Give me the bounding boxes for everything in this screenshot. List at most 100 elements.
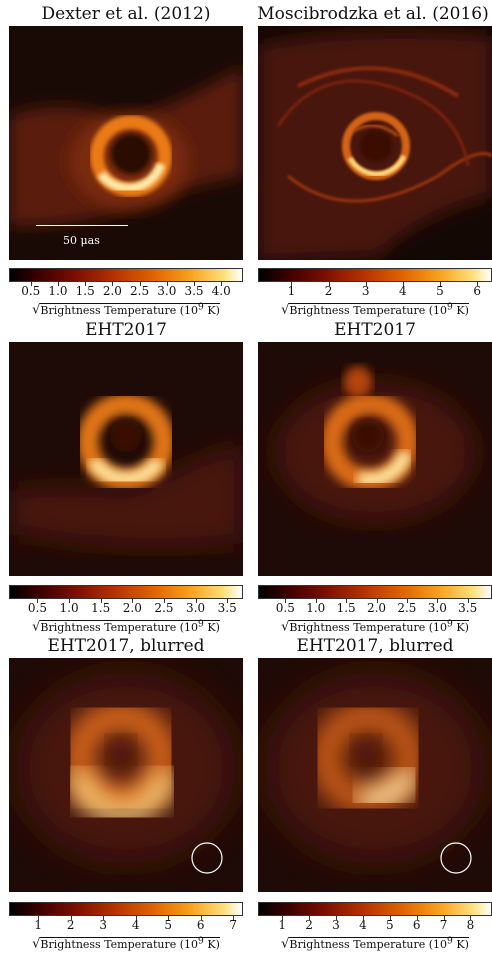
scale-bar-line (36, 225, 128, 226)
colorbar-tick-label: 3 (332, 918, 340, 932)
colorbar-blurred-left (9, 902, 243, 916)
panel-title-eht2017-right: EHT2017 (334, 320, 416, 340)
colorbar-tick-label: 1.0 (48, 284, 68, 298)
colorbar-tick (328, 282, 330, 286)
colorbar-ticks-eht2017-right: 0.5 1.0 1.5 2.0 2.5 3.0 3.5 (258, 599, 492, 619)
colorbar-tick (195, 599, 197, 603)
colorbar-tick (37, 599, 39, 603)
colorbar-tick (376, 599, 378, 603)
colorbar-tick-label: 1.0 (306, 601, 326, 615)
colorbar-tick-label: 1.5 (336, 601, 356, 615)
colorbar-tick-label: 1.0 (59, 601, 79, 615)
image-eht2017-left (9, 342, 243, 576)
colorbar-tick (440, 282, 441, 286)
colorbar-tick (132, 599, 134, 603)
colorbar-tick-label: 2 (305, 918, 313, 932)
colorbar-tick (30, 282, 32, 286)
colorbar-ticks-dexter: 0.5 1.0 1.5 2.0 2.5 3.0 3.5 4.0 (9, 282, 243, 302)
colorbar-tick-label: 8 (466, 918, 475, 932)
colorbar-tick-label: 0.5 (275, 601, 295, 615)
colorbar-tick-label: 2 (66, 918, 75, 932)
colorbar-tick (467, 599, 469, 603)
colorbar-tick (406, 599, 408, 603)
panel-title-eht2017-left: EHT2017 (85, 320, 167, 340)
colorbar-tick (282, 916, 284, 920)
colorbar-tick-label: 3.0 (157, 284, 177, 298)
colorbar-blurred-right (258, 902, 492, 916)
colorbar-tick (402, 282, 404, 286)
colorbar-tick (194, 282, 196, 286)
colorbar-tick-label: 3.0 (427, 601, 447, 615)
colorbar-tick (362, 916, 364, 920)
image-eht2017-blurred-left (9, 658, 243, 892)
colorbar-tick-label: 6 (412, 918, 421, 932)
panel-title-dexter: Dexter et al. (2012) (41, 4, 211, 24)
scale-bar-label: 50 μas (63, 234, 100, 247)
colorbar-tick-label: 4 (131, 918, 140, 932)
colorbar-label-eht2017-right: √Brightness Temperature (109 K) (281, 618, 469, 635)
colorbar-tick (166, 282, 168, 286)
colorbar-tick (100, 599, 102, 603)
colorbar-tick (227, 599, 229, 603)
colorbar-tick (477, 282, 479, 286)
colorbar-tick (69, 599, 71, 603)
colorbar-ticks-blurred-right: 1 2 3 4 5 6 7 8 (258, 916, 492, 936)
colorbar-tick (103, 916, 105, 920)
image-dexter-2012: 50 μas (9, 26, 243, 260)
image-eht2017-right (258, 342, 492, 576)
colorbar-tick-label: 3.5 (184, 284, 204, 298)
colorbar-tick (168, 916, 170, 920)
colorbar-tick (285, 599, 287, 603)
panel-title-moscibrodzka: Moscibrodzka et al. (2016) (257, 4, 489, 24)
image-eht2017-blurred-right (258, 658, 492, 892)
colorbar-tick (221, 282, 223, 286)
colorbar-tick (291, 282, 293, 286)
colorbar-tick-label: 1 (287, 284, 296, 298)
colorbar-tick (470, 916, 472, 920)
colorbar-tick (85, 282, 87, 286)
colorbar-tick-label: 2 (324, 284, 333, 298)
colorbar-eht2017-right (258, 585, 492, 599)
colorbar-tick (443, 916, 445, 920)
colorbar-tick-label: 6 (196, 918, 205, 932)
colorbar-tick-label: 4 (359, 918, 367, 932)
colorbar-tick-label: 1 (34, 918, 43, 932)
colorbar-tick (346, 599, 348, 603)
colorbar-tick-label: 2.0 (122, 601, 142, 615)
colorbar-tick-label: 3.5 (458, 601, 478, 615)
colorbar-label-eht2017-left: √Brightness Temperature (109 K) (32, 618, 220, 635)
colorbar-tick-label: 0.5 (27, 601, 47, 615)
colorbar-tick-label: 5 (385, 918, 394, 932)
colorbar-tick (365, 282, 367, 286)
colorbar-tick-label: 3.5 (217, 601, 237, 615)
colorbar-label-dexter: √Brightness Temperature (109 K) (32, 301, 220, 318)
colorbar-tick-label: 4.0 (211, 284, 231, 298)
colorbar-tick (437, 599, 439, 603)
colorbar-tick (315, 599, 317, 603)
colorbar-tick (112, 282, 114, 286)
colorbar-tick (57, 282, 59, 286)
colorbar-tick (38, 916, 40, 920)
colorbar-tick (200, 916, 202, 920)
colorbar-tick (139, 282, 141, 286)
colorbar-tick (163, 599, 165, 603)
panel-title-blurred-right: EHT2017, blurred (296, 636, 454, 656)
colorbar-tick-label: 3.0 (186, 601, 206, 615)
colorbar-label-moscibrodzka: √Brightness Temperature (109 K) (281, 301, 469, 318)
colorbar-tick-label: 7 (439, 918, 448, 932)
colorbar-tick (135, 916, 137, 920)
colorbar-label-blurred-right: √Brightness Temperature (109 K) (281, 935, 469, 952)
colorbar-tick-label: 1 (278, 918, 287, 932)
colorbar-moscibrodzka (258, 268, 492, 282)
colorbar-tick (416, 916, 418, 920)
panel-title-blurred-left: EHT2017, blurred (47, 636, 205, 656)
colorbar-tick (233, 916, 235, 920)
colorbar-ticks-eht2017-left: 0.5 1.0 1.5 2.0 2.5 3.0 3.5 (9, 599, 243, 619)
colorbar-ticks-moscibrodzka: 1 2 3 4 5 6 (258, 282, 492, 302)
colorbar-tick-label: 2.0 (102, 284, 122, 298)
colorbar-tick-label: 5 (436, 284, 444, 298)
colorbar-tick-label: 3 (361, 284, 370, 298)
colorbar-tick (70, 916, 72, 920)
colorbar-tick-label: 0.5 (21, 284, 41, 298)
colorbar-tick (389, 916, 391, 920)
